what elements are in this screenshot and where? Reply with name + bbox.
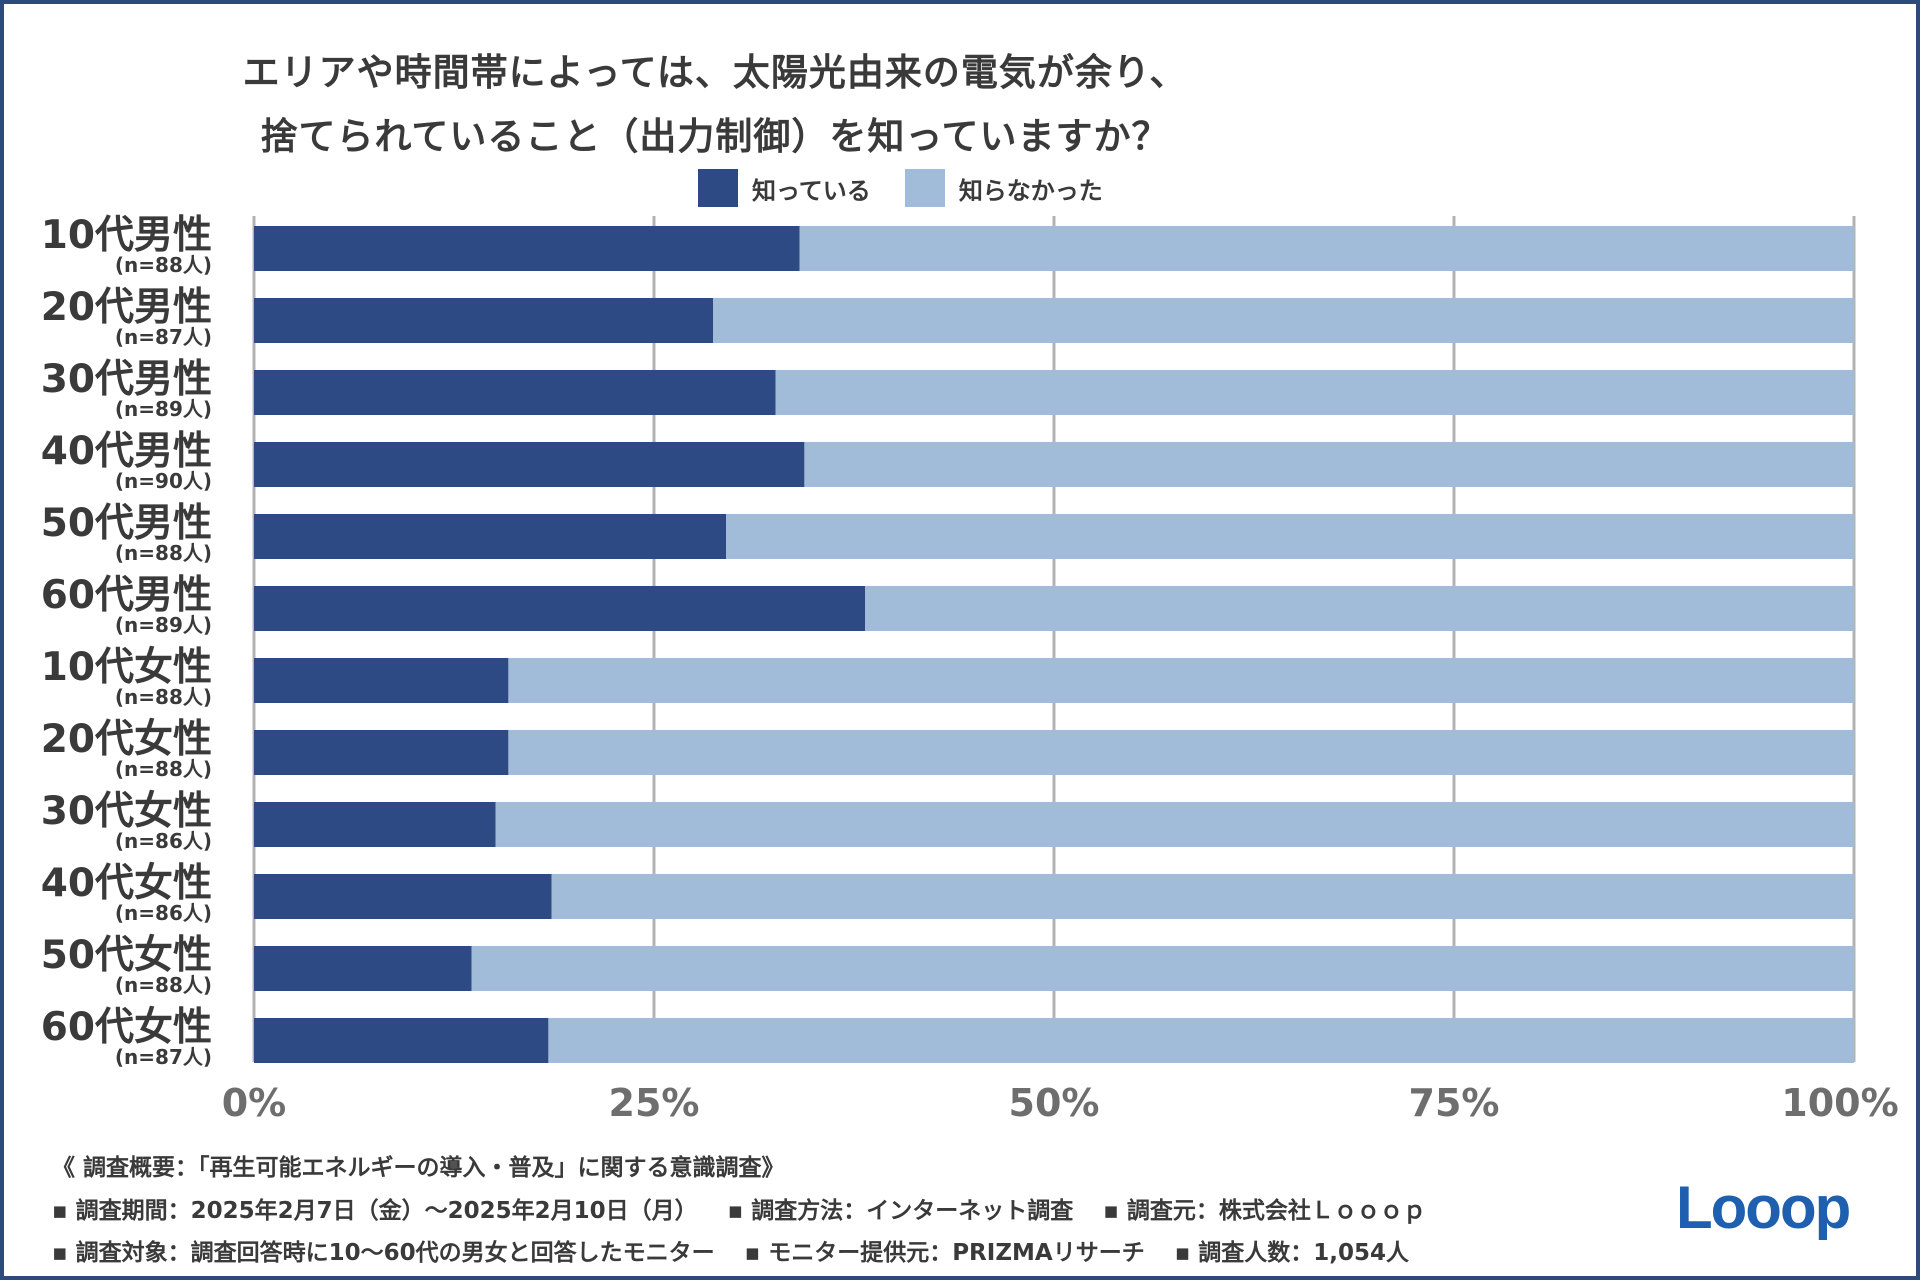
y-category-group: 20代男性 bbox=[40, 285, 212, 330]
y-category-label: 60代女性 (n=87人) bbox=[40, 1005, 212, 1069]
y-category-label: 50代女性 (n=88人) bbox=[40, 933, 212, 997]
looop-logo: Looop bbox=[1676, 1178, 1852, 1240]
bar-unknown bbox=[775, 370, 1854, 415]
y-category-group: 60代女性 bbox=[40, 1005, 212, 1050]
bar-known bbox=[254, 874, 552, 919]
y-category-group: 30代男性 bbox=[40, 357, 212, 402]
y-category-sample-size: (n=88人) bbox=[114, 541, 212, 565]
legend-label-unknown: 知らなかった bbox=[958, 176, 1103, 205]
bar-unknown bbox=[471, 946, 1855, 991]
bar-unknown bbox=[804, 442, 1854, 487]
legend-item-known: 知っている bbox=[698, 169, 871, 207]
y-category-group: 20代女性 bbox=[40, 717, 212, 762]
bar-unknown bbox=[548, 1018, 1854, 1063]
x-tick-label: 100% bbox=[1781, 1081, 1898, 1125]
legend-swatch-known bbox=[698, 169, 738, 207]
y-category-sample-size: (n=87人) bbox=[114, 325, 212, 349]
y-category-label: 10代男性 (n=88人) bbox=[40, 213, 212, 277]
y-category-label: 40代女性 (n=86人) bbox=[40, 861, 212, 925]
y-category-group: 50代女性 bbox=[40, 933, 212, 978]
y-category-sample-size: (n=89人) bbox=[114, 397, 212, 421]
chart-title-line1: エリアや時間帯によっては、太陽光由来の電気が余り、 bbox=[242, 51, 1188, 94]
footer-provider: ▪ モニター提供元：PRIZMAリサーチ bbox=[744, 1240, 1145, 1266]
y-category-group: 60代男性 bbox=[40, 573, 212, 618]
legend-item-unknown: 知らなかった bbox=[904, 169, 1103, 207]
x-tick-label: 0% bbox=[222, 1081, 287, 1125]
footer-row-1: ▪ 調査期間：2025年2月7日（金）～2025年2月10日（月） ▪ 調査方法：… bbox=[52, 1191, 1426, 1225]
bar-known bbox=[254, 586, 866, 631]
y-category-group: 30代女性 bbox=[40, 789, 212, 834]
y-category-group: 40代女性 bbox=[40, 861, 212, 906]
bar-unknown bbox=[508, 658, 1854, 703]
y-category-sample-size: (n=86人) bbox=[114, 901, 212, 925]
bar-unknown bbox=[865, 586, 1854, 631]
x-tick-label: 25% bbox=[609, 1081, 700, 1125]
y-category-label: 10代女性 (n=88人) bbox=[40, 645, 212, 709]
y-category-label: 30代男性 (n=89人) bbox=[40, 357, 212, 421]
bar-known bbox=[254, 658, 509, 703]
y-category-group: 10代男性 bbox=[40, 213, 212, 258]
y-category-group: 10代女性 bbox=[40, 645, 212, 690]
y-category-label: 30代女性 (n=86人) bbox=[40, 789, 212, 853]
bar-known bbox=[254, 514, 726, 559]
y-category-label: 20代男性 (n=87人) bbox=[40, 285, 212, 349]
footer-survey-overview: 《 調査概要：「再生可能エネルギーの導入・普及」に関する意識調査》 bbox=[52, 1155, 785, 1181]
footer-row-2: ▪ 調査対象：調査回答時に10～60代の男女と回答したモニター ▪ モニター提供元… bbox=[52, 1233, 1409, 1267]
logo-text: Looop bbox=[1676, 1178, 1850, 1240]
bar-unknown bbox=[508, 730, 1854, 775]
x-tick-label: 50% bbox=[1009, 1081, 1100, 1125]
bar-known bbox=[254, 802, 496, 847]
x-tick-label: 75% bbox=[1409, 1081, 1500, 1125]
bar-known bbox=[254, 730, 509, 775]
chart-title-line2: 捨てられていること（出力制御）を知っていますか？ bbox=[260, 115, 1170, 158]
bar-known bbox=[254, 370, 776, 415]
y-category-label: 20代女性 (n=88人) bbox=[40, 717, 212, 781]
y-category-group: 50代男性 bbox=[40, 501, 212, 546]
y-category-label: 60代男性 (n=89人) bbox=[40, 573, 212, 637]
footer-period: ▪ 調査期間：2025年2月7日（金）～2025年2月10日（月） bbox=[52, 1198, 698, 1224]
bar-known bbox=[254, 442, 805, 487]
legend-swatch-unknown bbox=[904, 169, 945, 207]
legend: 知っている 知らなかった bbox=[698, 168, 1137, 208]
bar-unknown bbox=[799, 226, 1854, 271]
y-category-sample-size: (n=88人) bbox=[114, 685, 212, 709]
bar-unknown bbox=[726, 514, 1854, 559]
footer-source: ▪ 調査元：株式会社Ｌｏｏｏｐ bbox=[1103, 1198, 1426, 1224]
bar-known bbox=[254, 298, 714, 343]
y-category-label: 50代男性 (n=88人) bbox=[40, 501, 212, 565]
bar-known bbox=[254, 946, 472, 991]
y-category-group: 40代男性 bbox=[40, 429, 212, 474]
bar-unknown bbox=[713, 298, 1855, 343]
legend-label-known: 知っている bbox=[752, 176, 871, 205]
y-category-label: 40代男性 (n=90人) bbox=[40, 429, 212, 493]
y-category-sample-size: (n=90人) bbox=[114, 469, 212, 493]
y-category-sample-size: (n=89人) bbox=[114, 613, 212, 637]
footer-target: ▪ 調査対象：調査回答時に10～60代の男女と回答したモニター bbox=[52, 1240, 715, 1266]
bar-known bbox=[254, 1018, 549, 1063]
bar-known bbox=[254, 226, 800, 271]
y-category-sample-size: (n=88人) bbox=[114, 253, 212, 277]
footer-method: ▪ 調査方法：インターネット調査 bbox=[727, 1198, 1074, 1224]
y-category-sample-size: (n=88人) bbox=[114, 757, 212, 781]
y-category-sample-size: (n=86人) bbox=[114, 829, 212, 853]
y-category-sample-size: (n=88人) bbox=[114, 973, 212, 997]
y-category-sample-size: (n=87人) bbox=[114, 1045, 212, 1069]
footer-count: ▪ 調査人数：1,054人 bbox=[1174, 1240, 1410, 1266]
bar-unknown bbox=[551, 874, 1854, 919]
bar-unknown bbox=[495, 802, 1855, 847]
